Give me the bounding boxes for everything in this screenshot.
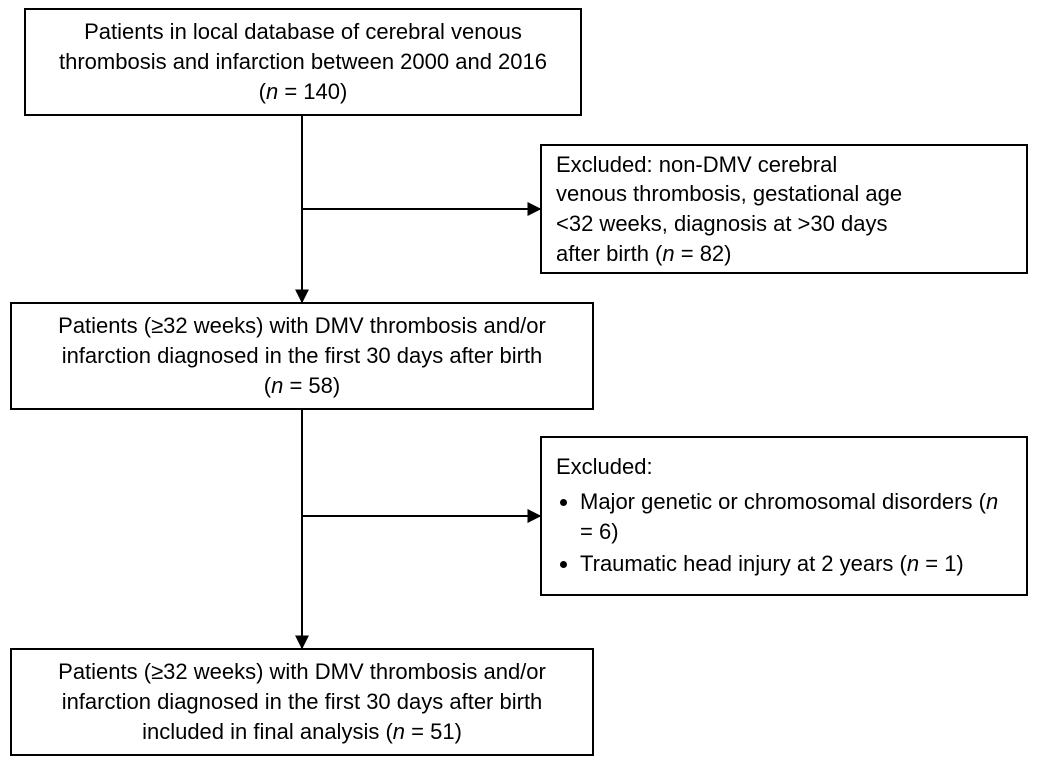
node-excluded-first: Excluded: non-DMV cerebral venous thromb… [540, 144, 1028, 274]
excluded-item: Major genetic or chromosomal disorders (… [580, 487, 1012, 546]
node-initial-cohort: Patients in local database of cerebral v… [24, 8, 582, 116]
text-line: Excluded: non-DMV cerebral [556, 150, 837, 180]
text-line-count: after birth (n = 82) [556, 239, 732, 269]
text-line-count: (n = 58) [264, 371, 340, 401]
text-line: Excluded: [556, 452, 653, 482]
text-line: <32 weeks, diagnosis at >30 days [556, 209, 887, 239]
text-line: infarction diagnosed in the first 30 day… [62, 687, 543, 717]
text-line-count: included in final analysis (n = 51) [142, 717, 462, 747]
text-line-count: (n = 140) [259, 77, 348, 107]
text-line: Patients in local database of cerebral v… [84, 17, 522, 47]
text-line: venous thrombosis, gestational age [556, 179, 902, 209]
text-line: infarction diagnosed in the first 30 day… [62, 341, 543, 371]
excluded-item: Traumatic head injury at 2 years (n = 1) [580, 549, 1012, 579]
node-final-cohort: Patients (≥32 weeks) with DMV thrombosis… [10, 648, 594, 756]
text-line: Patients (≥32 weeks) with DMV thrombosis… [58, 311, 546, 341]
node-eligible-cohort: Patients (≥32 weeks) with DMV thrombosis… [10, 302, 594, 410]
excluded-list: Major genetic or chromosomal disorders (… [556, 485, 1012, 580]
flowchart-canvas: Patients in local database of cerebral v… [0, 0, 1050, 763]
text-line: thrombosis and infarction between 2000 a… [59, 47, 547, 77]
text-line: Patients (≥32 weeks) with DMV thrombosis… [58, 657, 546, 687]
node-excluded-second: Excluded: Major genetic or chromosomal d… [540, 436, 1028, 596]
